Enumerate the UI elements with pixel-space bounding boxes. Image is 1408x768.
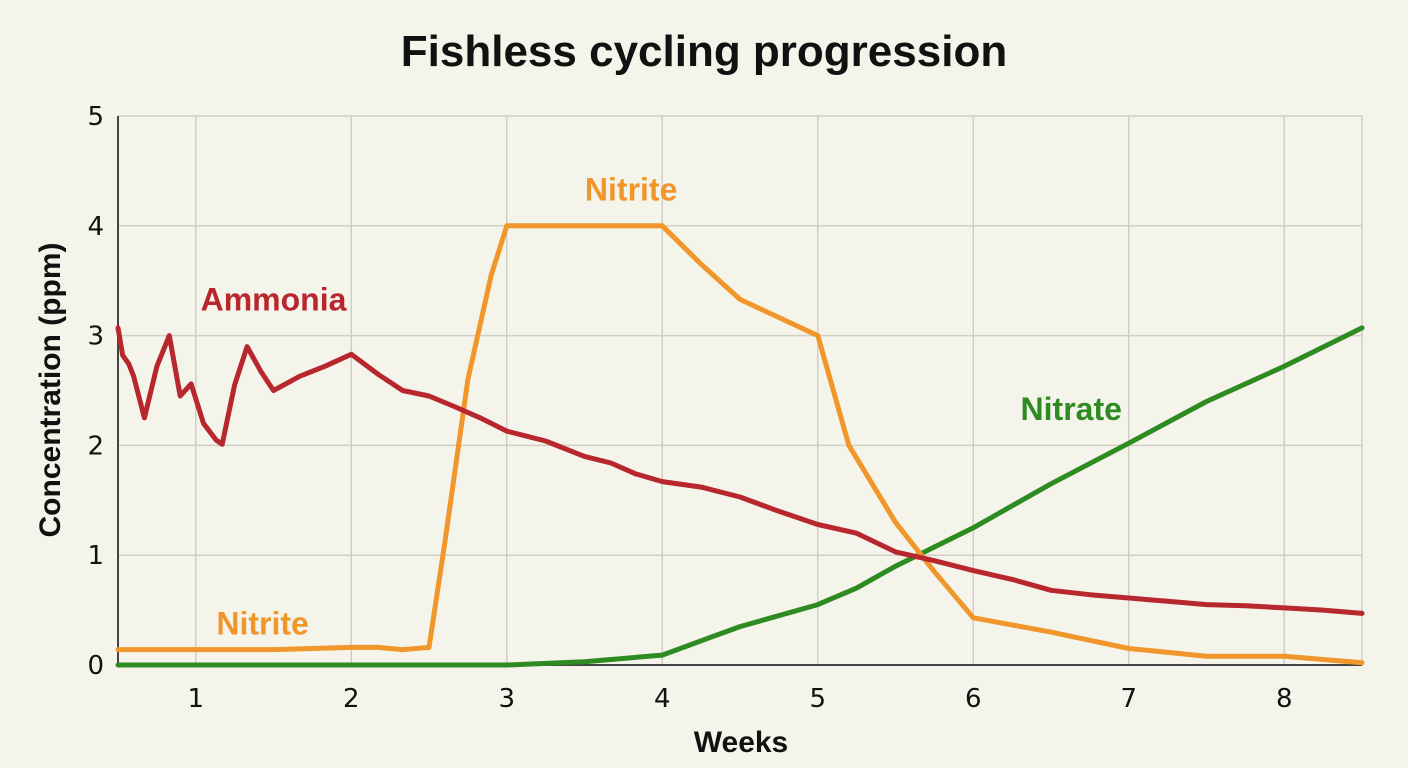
x-tick-label-2: 3 bbox=[498, 684, 515, 714]
y-tick-label-2: 2 bbox=[87, 431, 104, 461]
y-tick-label-1: 1 bbox=[87, 541, 104, 571]
series-label-nitrate-3: Nitrate bbox=[1021, 391, 1122, 427]
series-label-ammonia-0: Ammonia bbox=[201, 281, 347, 317]
series-line-nitrate bbox=[115, 325, 1365, 668]
x-tick-label-3: 4 bbox=[654, 684, 671, 714]
y-tick-label-4: 4 bbox=[87, 212, 104, 242]
x-tick-label-1: 2 bbox=[343, 684, 360, 714]
tick-labels: 1 2 3 4 5 6 7 8 0 1 2 3 4 5 bbox=[87, 102, 1292, 714]
axes bbox=[117, 116, 1362, 666]
y-tick-label-3: 3 bbox=[87, 322, 104, 352]
chart-title: Fishless cycling progression bbox=[401, 27, 1007, 76]
series-line-nitrite bbox=[115, 223, 1365, 666]
annotation-group: Ammonia Nitrite Nitrite Nitrate bbox=[201, 172, 1122, 642]
series-label-nitrite-1: Nitrite bbox=[585, 172, 677, 208]
series-group bbox=[115, 223, 1365, 668]
y-tick-label-5: 5 bbox=[87, 102, 104, 132]
x-tick-label-5: 6 bbox=[965, 684, 982, 714]
x-axis-label: Weeks bbox=[694, 726, 789, 759]
grid bbox=[118, 115, 1363, 666]
y-axis-label: Concentration (ppm) bbox=[34, 243, 67, 538]
series-line-ammonia bbox=[115, 325, 1365, 616]
x-tick-label-7: 8 bbox=[1276, 684, 1293, 714]
series-label-nitrite-2: Nitrite bbox=[216, 605, 308, 641]
x-tick-label-4: 5 bbox=[809, 684, 826, 714]
x-tick-label-0: 1 bbox=[187, 684, 204, 714]
x-tick-label-6: 7 bbox=[1120, 684, 1137, 714]
y-tick-label-0: 0 bbox=[87, 651, 104, 681]
